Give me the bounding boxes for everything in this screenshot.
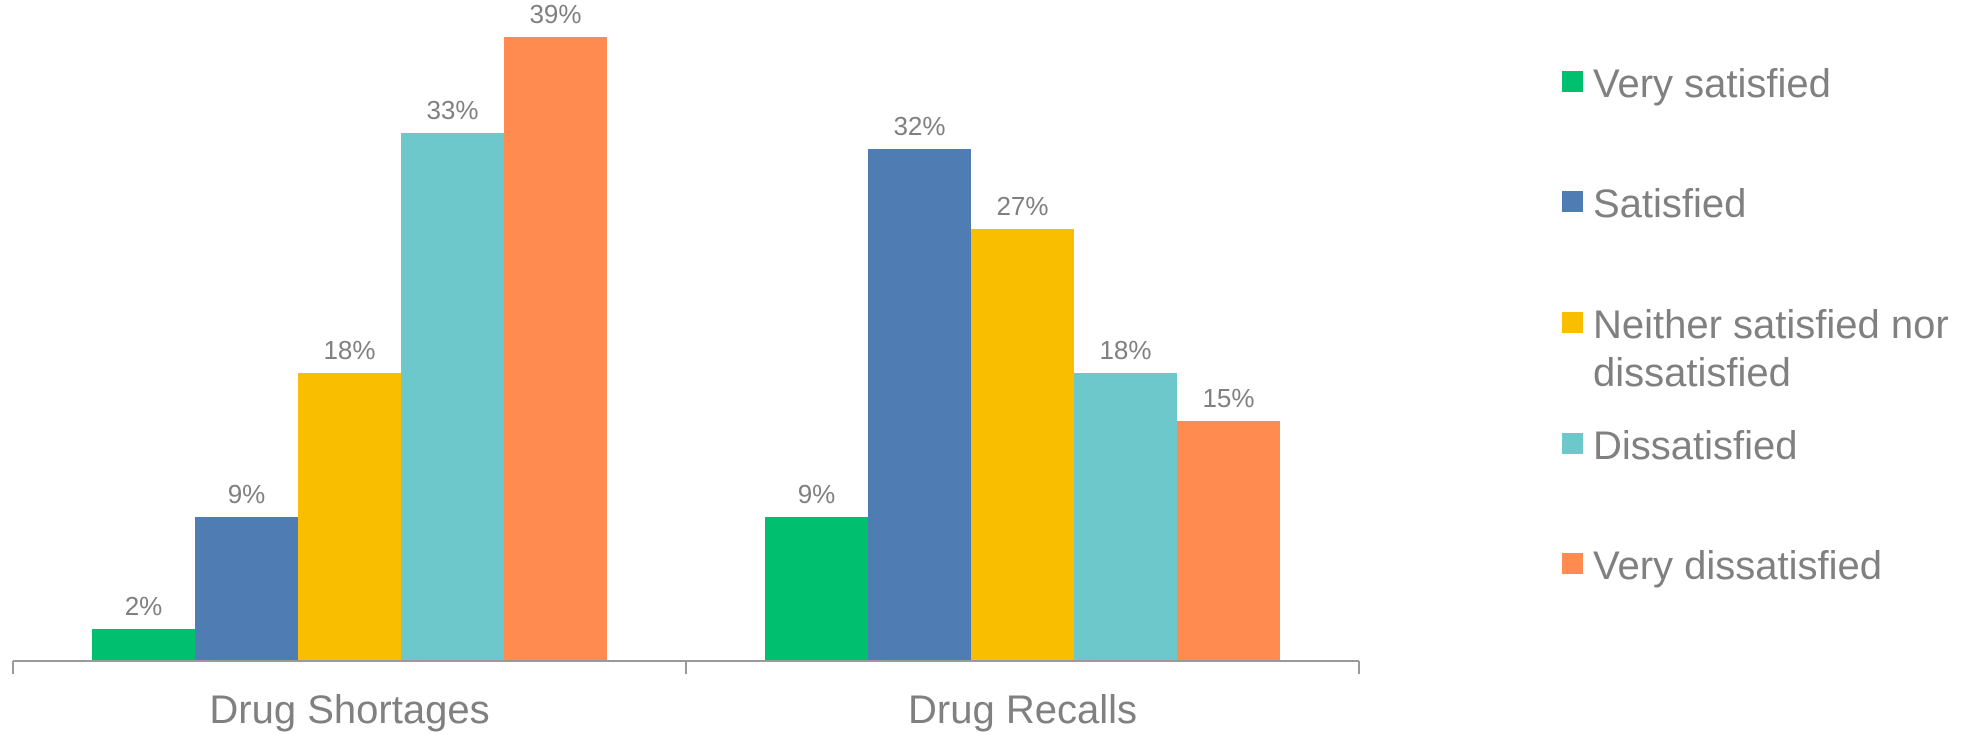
data-label: 27% xyxy=(996,191,1048,221)
data-label: 32% xyxy=(893,111,945,141)
bar-2-4 xyxy=(1074,373,1177,661)
bar-1-5 xyxy=(504,37,607,661)
data-label: 18% xyxy=(1099,335,1151,365)
legend-item: Dissatisfied xyxy=(1562,422,1973,470)
legend-item: Very dissatisfied xyxy=(1562,542,1973,590)
data-label: 33% xyxy=(426,95,478,125)
category-label: Drug Recalls xyxy=(908,688,1137,732)
bar-2-1 xyxy=(765,517,868,661)
legend-swatch xyxy=(1562,553,1583,574)
bar-1-1 xyxy=(92,629,195,661)
legend-label: Very satisfied xyxy=(1593,62,1831,106)
data-label: 2% xyxy=(125,591,163,621)
data-label: 39% xyxy=(529,0,581,29)
legend-swatch xyxy=(1562,312,1583,333)
data-label: 9% xyxy=(798,479,836,509)
bar-1-4 xyxy=(401,133,504,661)
legend-swatch xyxy=(1562,71,1583,92)
legend-label: Dissatisfied xyxy=(1593,424,1798,468)
bar-2-3 xyxy=(971,229,1074,661)
legend-swatch xyxy=(1562,433,1583,454)
legend-item: Neither satisfied nor dissatisfied xyxy=(1562,301,1973,397)
data-label: 9% xyxy=(228,479,266,509)
legend-label: Very dissatisfied xyxy=(1593,544,1883,588)
bar-1-2 xyxy=(195,517,298,661)
legend-label: Neither satisfied nor dissatisfied xyxy=(1593,303,1949,395)
legend-label: Satisfied xyxy=(1593,182,1747,226)
bar-1-3 xyxy=(298,373,401,661)
bar-2-2 xyxy=(868,149,971,661)
legend-item: Satisfied xyxy=(1562,180,1973,228)
legend-swatch xyxy=(1562,191,1583,212)
data-label: 15% xyxy=(1202,383,1254,413)
category-label: Drug Shortages xyxy=(209,688,489,732)
legend-item: Very satisfied xyxy=(1562,60,1973,108)
bar-2-5 xyxy=(1177,421,1280,661)
data-label: 18% xyxy=(323,335,375,365)
